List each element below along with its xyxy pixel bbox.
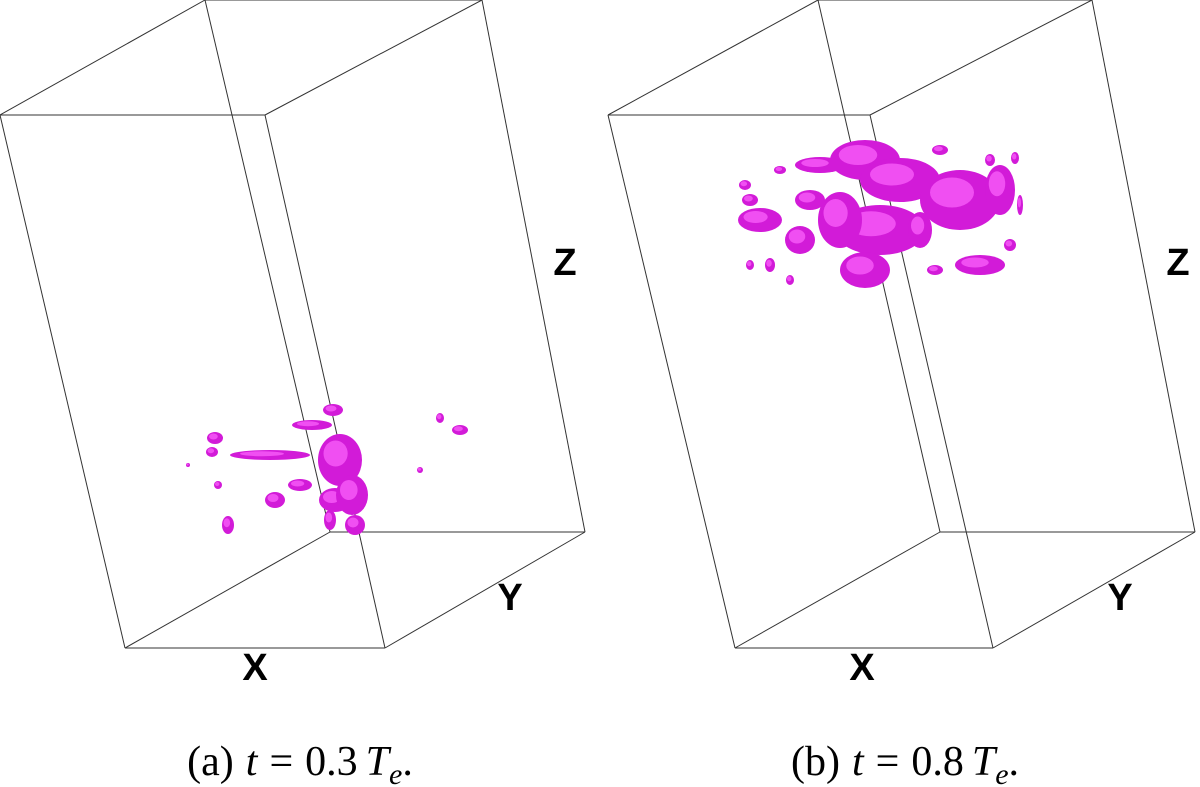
box-edge (992, 531, 1196, 649)
isosurface-highlight (934, 146, 943, 152)
caption-symbol: T (366, 739, 392, 785)
axis-label: Z (1166, 242, 1189, 284)
isosurface-highlight (775, 167, 783, 171)
box-edge (869, 0, 1093, 116)
caption-label: (a) (187, 739, 234, 785)
caption-subscript: e (389, 758, 402, 787)
axis-label: Y (497, 577, 522, 619)
caption-label: (b) (791, 739, 840, 785)
isosurface-highlight (743, 211, 768, 223)
caption-variable: t (246, 739, 259, 785)
isosurface-highlight (1012, 153, 1017, 160)
isosurface-highlight (437, 414, 442, 420)
isosurface-highlight (838, 145, 878, 165)
caption-suffix: . (1009, 739, 1020, 785)
box-edge (0, 0, 206, 116)
caption-variable: t (852, 739, 865, 785)
isosurface-highlight (325, 512, 333, 523)
isosurface-highlight (340, 480, 358, 500)
isosurface-highlight (1017, 197, 1022, 208)
box-edge (264, 0, 483, 116)
isosurface-highlight (801, 159, 829, 167)
caption-relation: = (269, 739, 293, 785)
isosurface-highlight (823, 199, 848, 227)
isosurface-highlight (911, 216, 925, 235)
axis-label: X (849, 647, 875, 689)
isosurface-highlight (240, 451, 284, 457)
isosurface-highlight (209, 433, 218, 440)
isosurface-highlight (223, 518, 231, 528)
box-edge (264, 114, 386, 649)
isosurface-highlight (788, 229, 806, 244)
box-edge (0, 114, 126, 649)
isosurface-highlight (988, 171, 1006, 197)
caption-number: 0.8 (911, 739, 964, 785)
isosurface-highlight (846, 256, 874, 275)
caption-relation: = (876, 739, 900, 785)
caption-number: 0.3 (305, 739, 358, 785)
isosurface-highlight (787, 276, 792, 282)
box-edge (607, 114, 736, 649)
isosurface-highlight (766, 259, 772, 267)
caption: (b) t = 0.8 Te. (791, 739, 1019, 787)
isosurface-highlight (744, 195, 753, 202)
caption-subscript: e (995, 758, 1008, 787)
box-edge (1091, 0, 1196, 533)
axis-label: Y (1107, 577, 1132, 619)
isosurface-highlight (1005, 240, 1013, 247)
isosurface-highlight (347, 517, 359, 528)
isosurface-highlight (323, 440, 348, 467)
isosurface-highlight (870, 163, 914, 186)
isosurface-highlight (740, 181, 748, 187)
isosurface-highlight (929, 266, 938, 272)
isosurface-highlight (186, 463, 189, 466)
isosurface-highlight (207, 448, 215, 454)
isosurface-highlight (325, 405, 337, 412)
caption-symbol: T (972, 739, 998, 785)
caption: (a) t = 0.3 Te. (187, 739, 413, 787)
isosurface-highlight (961, 257, 989, 268)
isosurface-highlight (417, 467, 422, 471)
axis-label: X (242, 647, 268, 689)
caption-suffix: . (402, 739, 413, 785)
box-edge (481, 0, 586, 533)
box-edge (607, 0, 819, 116)
isosurface-highlight (215, 482, 220, 486)
isosurface-highlight (930, 177, 974, 208)
box-edge (734, 531, 941, 649)
isosurface-highlight (454, 426, 463, 432)
panel: X Y Z (b) t = 0.8 Te. (607, 0, 1196, 787)
isosurface-highlight (747, 261, 752, 267)
box-edge (384, 531, 586, 649)
box-edge (204, 0, 331, 533)
isosurface-highlight (267, 494, 279, 502)
isosurface-highlight (798, 192, 816, 203)
isosurface-highlight (297, 421, 319, 427)
panel: X Y Z (a) t = 0.3 Te. (0, 0, 586, 787)
axis-label: Z (553, 242, 576, 284)
isosurface-highlight (291, 480, 305, 487)
isosurface-highlight (986, 155, 992, 162)
box-edge (124, 531, 331, 649)
box-edge (869, 114, 994, 649)
